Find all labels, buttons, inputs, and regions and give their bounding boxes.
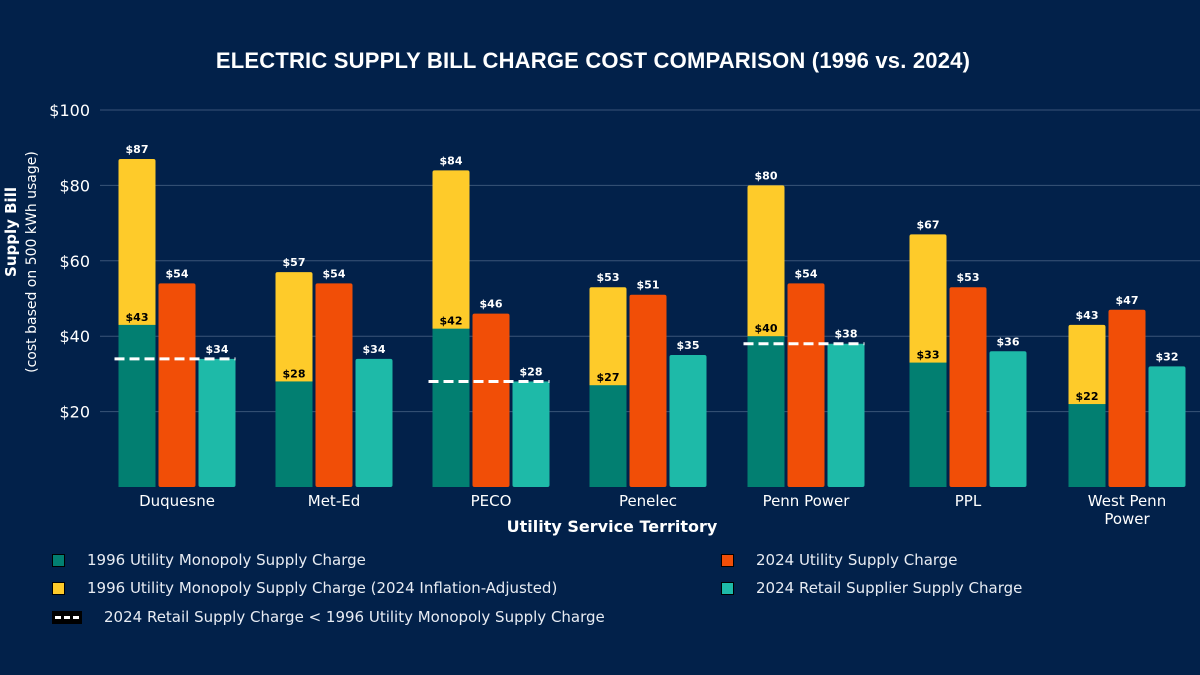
data-label-1996: $43 [126, 311, 149, 324]
legend-item-1996-inflation-adjusted: 1996 Utility Monopoly Supply Charge (202… [52, 579, 557, 597]
bar-1996-monopoly [909, 362, 947, 487]
chart-title: ELECTRIC SUPPLY BILL CHARGE COST COMPARI… [215, 48, 971, 73]
x-tick-label: Duquesne [139, 492, 215, 510]
data-label-inflation-adjusted: $84 [440, 154, 463, 167]
y-axis-sublabel: (cost based on 500 kWh usage) [24, 151, 40, 373]
x-tick-label: Power [1104, 510, 1150, 528]
bar-2024-retail [198, 358, 236, 487]
data-label-2024-utility: $46 [480, 298, 503, 311]
y-axis-label: Supply Bill [2, 187, 20, 277]
x-tick-label: PPL [955, 492, 982, 510]
data-label-inflation-adjusted: $53 [597, 271, 620, 284]
data-label-2024-retail: $28 [520, 365, 543, 378]
legend-item-2024-retail: 2024 Retail Supplier Supply Charge [721, 579, 1022, 597]
data-label-2024-utility: $51 [637, 279, 660, 292]
data-label-1996: $42 [440, 315, 463, 328]
x-tick-label: Met-Ed [308, 492, 360, 510]
data-label-2024-retail: $38 [835, 328, 858, 341]
data-label-1996: $28 [283, 367, 306, 380]
data-label-inflation-adjusted: $87 [126, 143, 149, 156]
legend-label: 1996 Utility Monopoly Supply Charge [87, 551, 366, 569]
x-tick-label: Penn Power [763, 492, 851, 510]
legend-label: 2024 Utility Supply Charge [756, 551, 958, 569]
x-axis-label: Utility Service Territory [507, 517, 718, 536]
legend-swatch-icon [52, 553, 65, 567]
data-label-1996: $33 [917, 349, 940, 362]
y-tick-label: $60 [59, 252, 90, 271]
legend-label: 1996 Utility Monopoly Supply Charge (202… [87, 579, 558, 597]
legend-item-dashed-line: 2024 Retail Supply Charge < 1996 Utility… [52, 608, 605, 626]
data-label-1996: $22 [1076, 390, 1099, 403]
bar-1996-monopoly [118, 324, 156, 487]
legend-swatch-icon [52, 581, 65, 595]
bar-1996-monopoly [432, 328, 470, 487]
bar-1996-monopoly [275, 381, 313, 487]
bar-2024-retail [827, 343, 865, 487]
data-label-2024-retail: $34 [206, 343, 229, 356]
bar-1996-monopoly [1068, 404, 1106, 487]
data-label-2024-retail: $32 [1156, 350, 1179, 363]
bar-2024-retail [1148, 366, 1186, 487]
data-label-2024-utility: $53 [957, 271, 980, 284]
bar-2024-retail [669, 355, 707, 487]
data-label-2024-utility: $54 [323, 267, 346, 280]
bar-2024-utility [787, 283, 825, 487]
data-label-2024-retail: $34 [363, 343, 386, 356]
legend-swatch-icon [721, 553, 734, 567]
bar-2024-retail [355, 358, 393, 487]
x-tick-label: Penelec [619, 492, 677, 510]
dashed-line-icon [52, 610, 82, 624]
y-tick-label: $40 [59, 327, 90, 346]
bar-2024-utility [315, 283, 353, 487]
legend-label: 2024 Retail Supply Charge < 1996 Utility… [104, 608, 605, 626]
legend-item-1996-monopoly: 1996 Utility Monopoly Supply Charge [52, 551, 366, 569]
legend-swatch-icon [721, 581, 734, 595]
bar-2024-utility [1108, 309, 1146, 487]
data-label-inflation-adjusted: $80 [755, 169, 778, 182]
data-label-2024-retail: $36 [997, 335, 1020, 348]
data-label-inflation-adjusted: $43 [1076, 309, 1099, 322]
y-tick-label: $20 [59, 403, 90, 422]
bar-2024-utility [949, 287, 987, 487]
data-label-inflation-adjusted: $67 [917, 218, 940, 231]
x-tick-label: PECO [471, 492, 512, 510]
bar-2024-utility [629, 294, 667, 487]
bar-1996-monopoly [747, 336, 785, 487]
bar-1996-monopoly [589, 385, 627, 487]
bar-2024-retail [989, 351, 1027, 487]
data-label-2024-utility: $47 [1116, 294, 1139, 307]
data-label-1996: $40 [755, 322, 778, 335]
legend-label: 2024 Retail Supplier Supply Charge [756, 579, 1023, 597]
data-label-2024-retail: $35 [677, 339, 700, 352]
data-label-2024-utility: $54 [795, 267, 818, 280]
y-tick-label: $80 [59, 176, 90, 195]
bar-2024-retail [512, 381, 550, 487]
y-tick-label: $100 [49, 101, 90, 120]
data-label-inflation-adjusted: $57 [283, 256, 306, 269]
data-label-1996: $27 [597, 371, 620, 384]
data-label-2024-utility: $54 [166, 267, 189, 280]
x-tick-label: West Penn [1088, 492, 1166, 510]
bar-2024-utility [472, 313, 510, 487]
bar-2024-utility [158, 283, 196, 487]
legend-item-2024-utility: 2024 Utility Supply Charge [721, 551, 958, 569]
